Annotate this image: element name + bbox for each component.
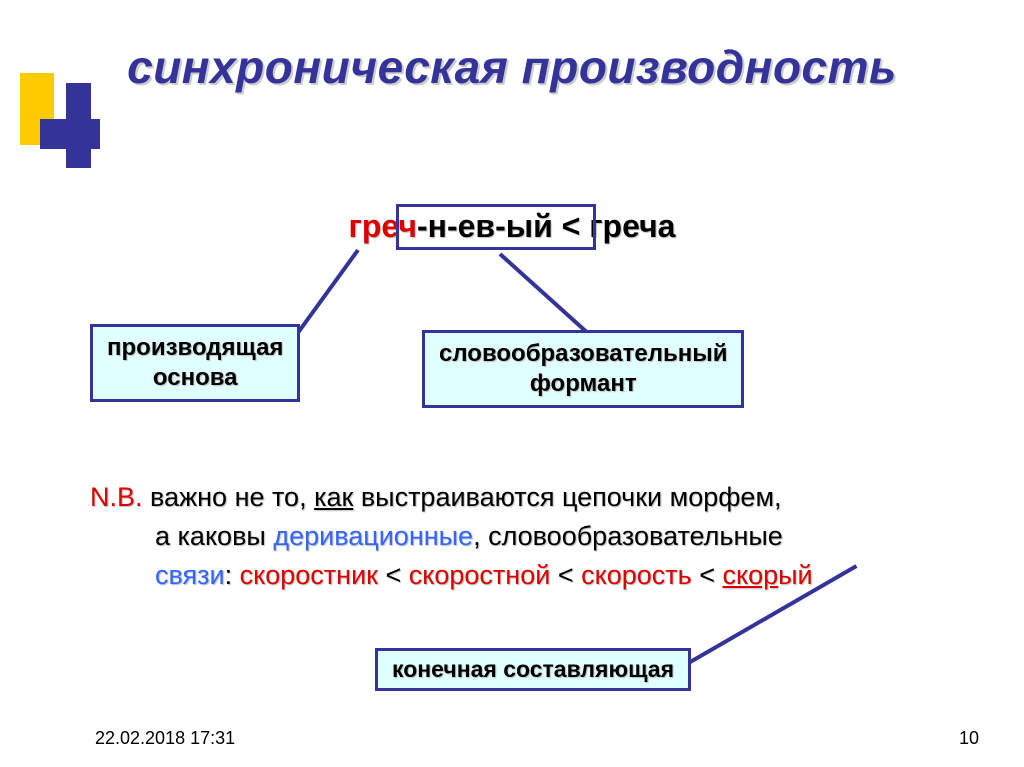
slide: синхроническая производность греч-н-ев-ы… — [0, 0, 1024, 767]
note-text: N.B. важно не то, как выстраиваются цепо… — [90, 478, 984, 595]
box-left-line1: производящая — [107, 334, 283, 361]
note-1u: как — [314, 482, 353, 512]
note-1a: важно не то, — [143, 482, 315, 512]
box-formant: словообразовательный формант — [422, 330, 744, 408]
note-1b: выстраиваются цепочки морфем, — [353, 482, 781, 512]
chain-4-root: скор — [722, 560, 778, 590]
box-bottom-label: конечная составляющая — [392, 656, 674, 682]
note-2b: , словообразовательные — [473, 521, 783, 551]
connector-right — [499, 253, 588, 334]
footer-date: 22.02.2018 17:31 — [95, 728, 235, 749]
box-left-line2: основа — [153, 364, 238, 391]
lt2: < — [550, 560, 581, 590]
chain-4-suf: ый — [778, 560, 813, 590]
blue-horizontal — [40, 119, 100, 149]
lt3: < — [692, 560, 723, 590]
box-right-line1: словообразовательный — [439, 340, 727, 367]
slide-title: синхроническая производность — [0, 40, 1024, 94]
note-2blue: деривационные — [273, 521, 473, 551]
note-3b: : — [225, 560, 240, 590]
nb-label: N.B. — [90, 482, 143, 512]
box-final-constituent: конечная составляющая — [375, 648, 691, 691]
lt1: < — [378, 560, 409, 590]
connector-left — [295, 249, 359, 335]
footer-page-number: 10 — [959, 728, 979, 749]
note-2a: а каковы — [155, 521, 273, 551]
box-producing-base: производящая основа — [90, 324, 300, 402]
box-right-line2: формант — [530, 370, 637, 397]
chain-3: скорость — [581, 560, 692, 590]
chain-1: скоростник — [240, 560, 378, 590]
chain-2: скоростной — [409, 560, 551, 590]
formant-highlight-box — [396, 204, 596, 250]
note-3a: связи — [155, 560, 225, 590]
